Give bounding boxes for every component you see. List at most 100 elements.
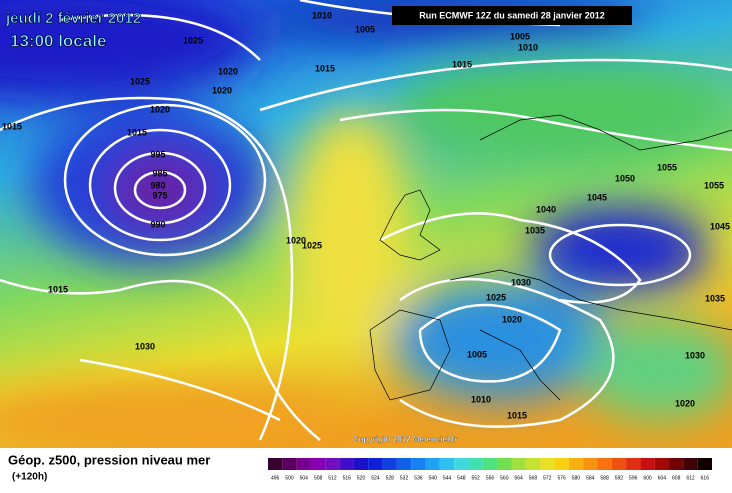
colorbar-swatch — [368, 458, 383, 470]
isobar-label: 1015 — [452, 59, 472, 69]
colorbar-swatch — [654, 458, 670, 470]
colorbar-label: 548 — [457, 475, 466, 481]
colorbar-swatch — [296, 458, 311, 470]
time-label: 13:00 locale — [10, 31, 106, 50]
isobar-label: 1005 — [355, 24, 375, 34]
colorbar-label: 528 — [386, 475, 395, 481]
footer-title: Géop. z500, pression niveau mer — [8, 452, 210, 467]
colorbar-swatch — [525, 458, 541, 470]
isobar-label: 990 — [150, 219, 165, 229]
colorbar-swatch — [554, 458, 569, 470]
isobar-label: 985 — [152, 168, 167, 178]
colorbar-swatch — [697, 458, 712, 470]
colorbar-swatch — [583, 458, 598, 470]
colorbar-label: 592 — [615, 475, 624, 481]
colorbar-label: 496 — [271, 475, 280, 481]
colorbar-label: 508 — [314, 475, 323, 481]
colorbar-label: 540 — [429, 475, 438, 481]
isobar-label: 1015 — [48, 284, 68, 294]
colorbar-label: 576 — [557, 475, 566, 481]
isobar-label: 980 — [150, 180, 165, 190]
isobar-label: 1015 — [2, 121, 22, 131]
isobar-label: 1010 — [312, 10, 332, 20]
colorbar-swatch — [468, 458, 483, 470]
isobar-label: 1030 — [685, 350, 705, 360]
isobar-label: 1010 — [518, 42, 538, 52]
colorbar-label: 604 — [658, 475, 667, 481]
colorbar-swatch — [511, 458, 526, 470]
footer-lead: (+120h) — [12, 472, 47, 483]
isobar-label: 1050 — [615, 173, 635, 183]
isobar-label: 1030 — [135, 341, 155, 351]
colorbar-swatch — [568, 458, 584, 470]
colorbar-swatch — [268, 458, 283, 470]
colorbar-label: 580 — [572, 475, 581, 481]
colorbar-label: 560 — [500, 475, 509, 481]
coastlines — [369, 114, 732, 401]
colorbar-swatch — [597, 458, 612, 470]
isobar-label: 1025 — [183, 35, 203, 45]
colorbar: 496 500 504 508 512 516 520 524 528 532 536 540 544 5… — [268, 458, 712, 481]
colorbar-label: 596 — [629, 475, 638, 481]
isobar-label: 1020 — [212, 85, 232, 95]
colorbar-label: 536 — [414, 475, 423, 481]
copyright: Copyright 2012 Meteociel.fr — [353, 435, 457, 444]
date-label: jeudi 2 février 2012 — [5, 10, 141, 27]
isobars — [0, 0, 732, 440]
colorbar-swatch — [482, 458, 498, 470]
isobar-label: 1010 — [471, 394, 491, 404]
colorbar-swatch — [353, 458, 369, 470]
colorbar-swatch — [640, 458, 655, 470]
colorbar-swatch — [454, 458, 469, 470]
isobar-label: 1015 — [127, 127, 147, 137]
isobar-label: 1005 — [510, 31, 530, 41]
isobar-label: 1035 — [705, 293, 725, 303]
colorbar-label: 556 — [486, 475, 495, 481]
isobar-label: 1055 — [704, 180, 724, 190]
isobar-label: 1015 — [507, 410, 527, 420]
isobar-label: 1030 — [511, 277, 531, 287]
colorbar-label: 500 — [285, 475, 294, 481]
isobar-label: 1020 — [286, 235, 306, 245]
colorbar-swatch — [382, 458, 397, 470]
colorbar-swatch — [325, 458, 340, 470]
colorbar-label: 504 — [300, 475, 309, 481]
isobar-label: 1015 — [315, 63, 335, 73]
colorbar-swatch — [540, 458, 555, 470]
colorbar-label: 584 — [586, 475, 595, 481]
colorbar-swatch — [310, 458, 326, 470]
colorbar-label: 608 — [672, 475, 681, 481]
isobar-label: 1020 — [675, 398, 695, 408]
colorbar-label: 616 — [701, 475, 710, 481]
isobar-label: 1020 — [218, 66, 238, 76]
colorbar-swatch — [669, 458, 684, 470]
colorbar-label: 520 — [357, 475, 366, 481]
colorbar-label: 552 — [472, 475, 481, 481]
isobar-label: 975 — [152, 190, 167, 200]
colorbar-swatch — [611, 458, 627, 470]
run-box — [392, 6, 632, 25]
isobar-label: 1040 — [536, 204, 556, 214]
isobar-label: 1035 — [525, 225, 545, 235]
run-label: Run ECMWF 12Z du samedi 28 janvier 2012 — [419, 10, 605, 20]
colorbar-label: 588 — [600, 475, 609, 481]
isobar-label: 1020 — [150, 104, 170, 114]
isobar-label: 1055 — [657, 162, 677, 172]
colorbar-label: 524 — [371, 475, 380, 481]
isobar-label: 995 — [150, 149, 165, 159]
isobar-label: 1025 — [130, 76, 150, 86]
colorbar-label: 532 — [400, 475, 409, 481]
colorbar-swatch — [282, 458, 297, 470]
isobar-label: 1045 — [587, 192, 607, 202]
colorbar-label: 516 — [343, 475, 352, 481]
isobar-label: 1020 — [502, 314, 522, 324]
colorbar-label: 544 — [443, 475, 452, 481]
colorbar-swatch — [497, 458, 512, 470]
colorbar-label: 568 — [529, 475, 538, 481]
isobar-label: 1025 — [302, 240, 322, 250]
colorbar-label: 572 — [543, 475, 552, 481]
colorbar-swatch — [439, 458, 455, 470]
colorbar-swatch — [683, 458, 698, 470]
